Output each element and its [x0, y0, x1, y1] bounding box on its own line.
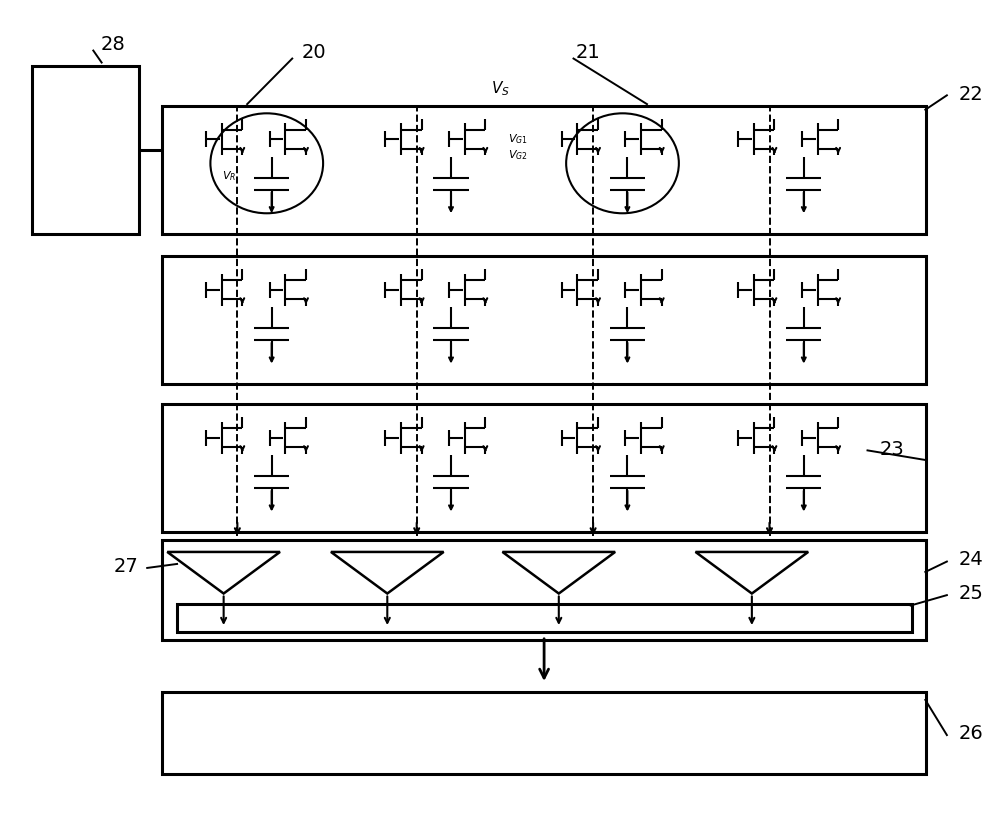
Text: 21: 21: [576, 42, 601, 62]
Text: $V_{G2}$: $V_{G2}$: [508, 149, 528, 162]
Text: $V_{G1}$: $V_{G1}$: [508, 132, 528, 146]
Bar: [177, 604, 912, 632]
Bar: [162, 106, 926, 233]
Text: 27: 27: [113, 557, 138, 576]
Bar: [162, 692, 926, 774]
Text: 24: 24: [959, 551, 983, 570]
Text: 26: 26: [959, 724, 983, 743]
Text: 20: 20: [301, 42, 326, 62]
Text: 28: 28: [101, 34, 125, 54]
Text: $V_R$: $V_R$: [222, 169, 237, 183]
Bar: [162, 404, 926, 532]
Bar: [162, 256, 926, 384]
Text: 25: 25: [959, 584, 984, 603]
Bar: [32, 66, 139, 233]
Bar: [162, 540, 926, 640]
Text: 22: 22: [959, 85, 983, 104]
Text: $V_S$: $V_S$: [491, 79, 509, 98]
Text: 23: 23: [879, 440, 904, 459]
